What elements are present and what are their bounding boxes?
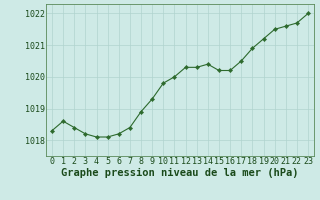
X-axis label: Graphe pression niveau de la mer (hPa): Graphe pression niveau de la mer (hPa) [61,168,299,178]
